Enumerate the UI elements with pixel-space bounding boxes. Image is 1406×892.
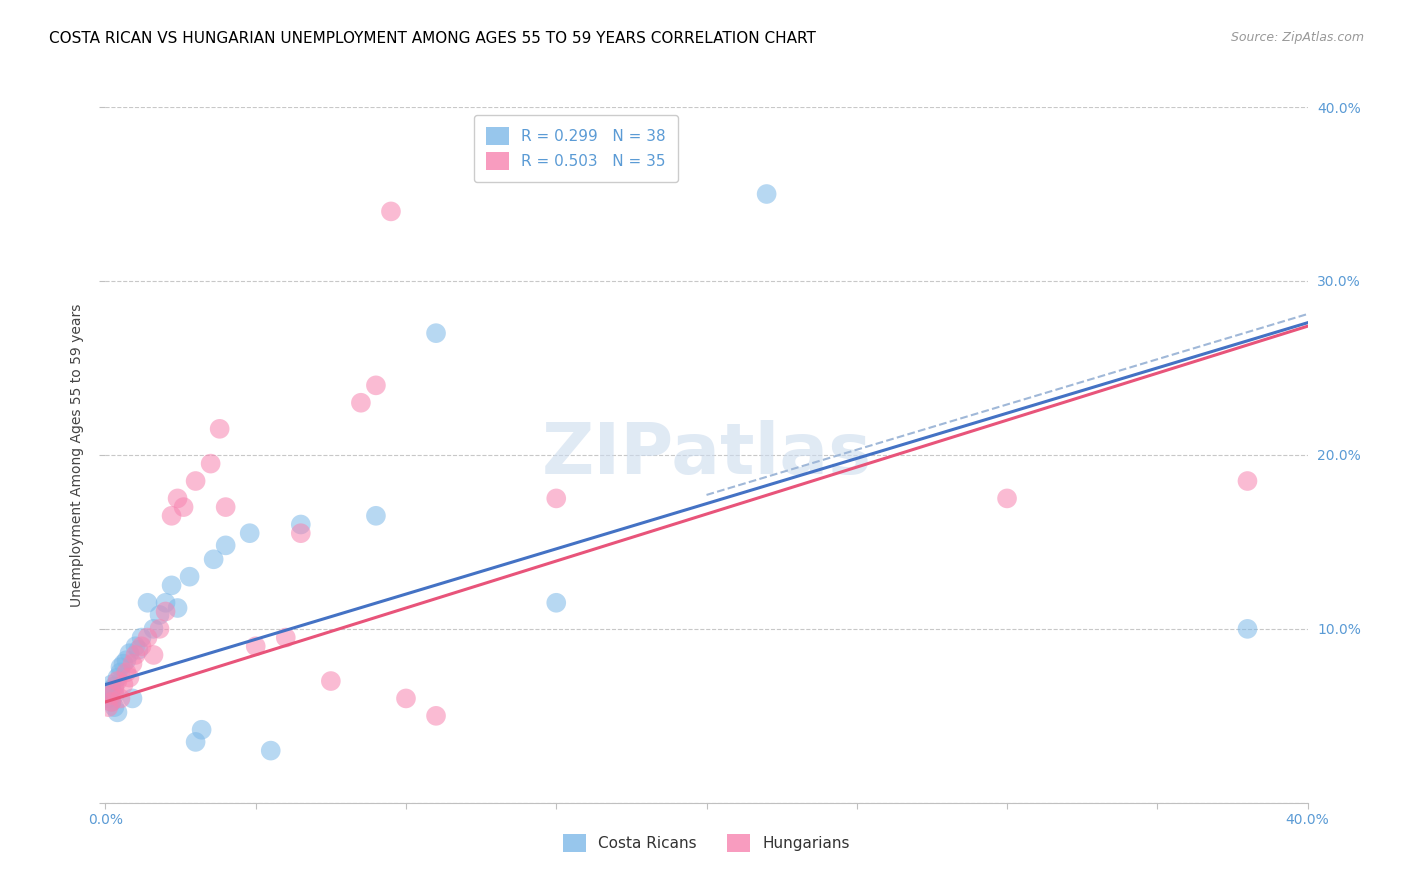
Point [112,657,135,671]
Point [128,642,150,657]
Point [112,677,135,691]
Text: COSTA RICAN VS HUNGARIAN UNEMPLOYMENT AMONG AGES 55 TO 59 YEARS CORRELATION CHAR: COSTA RICAN VS HUNGARIAN UNEMPLOYMENT AM… [49,31,815,46]
Point [136,631,159,645]
Point [118,671,141,685]
Point [214,538,236,552]
Point [107,706,129,720]
Point [97,691,120,706]
Point [110,691,132,706]
Point [755,187,778,202]
Point [200,457,222,471]
Point [115,665,138,680]
Point [148,622,170,636]
Point [121,657,143,671]
Point [166,491,188,506]
Point [142,648,165,662]
Point [100,688,122,702]
Point [124,639,146,653]
Point [208,422,231,436]
Point [290,526,312,541]
Point [136,596,159,610]
Point [155,605,177,619]
Point [100,695,122,709]
Text: ZIPatlas: ZIPatlas [541,420,872,490]
Point [425,326,447,340]
Point [100,695,122,709]
Point [103,679,125,693]
Point [103,700,125,714]
Point [319,674,342,689]
Point [107,671,129,685]
Point [124,648,146,662]
Point [546,596,568,610]
Point [121,691,143,706]
Point [214,500,236,514]
Point [107,674,129,689]
Point [290,517,312,532]
Point [1236,622,1258,636]
Point [395,691,418,706]
Point [260,744,283,758]
Point [380,204,402,219]
Point [118,646,141,660]
Point [202,552,225,566]
Point [184,474,207,488]
Point [155,596,177,610]
Legend: Costa Ricans, Hungarians: Costa Ricans, Hungarians [557,828,856,858]
Point [97,700,120,714]
Point [425,708,447,723]
Point [1236,474,1258,488]
Point [190,723,212,737]
Point [173,500,195,514]
Point [160,578,183,592]
Point [184,735,207,749]
Point [103,688,125,702]
Point [179,570,201,584]
Point [245,639,267,653]
Point [239,526,262,541]
Point [364,508,387,523]
Point [97,686,120,700]
Point [364,378,387,392]
Point [274,631,297,645]
Point [142,622,165,636]
Point [131,631,153,645]
Point [995,491,1018,506]
Point [115,653,138,667]
Point [103,682,125,697]
Point [160,508,183,523]
Point [131,639,153,653]
Point [148,607,170,622]
Y-axis label: Unemployment Among Ages 55 to 59 years: Unemployment Among Ages 55 to 59 years [70,303,84,607]
Point [110,660,132,674]
Text: Source: ZipAtlas.com: Source: ZipAtlas.com [1230,31,1364,45]
Point [100,682,122,697]
Point [350,396,373,410]
Point [546,491,568,506]
Point [166,601,188,615]
Point [100,677,122,691]
Point [110,665,132,680]
